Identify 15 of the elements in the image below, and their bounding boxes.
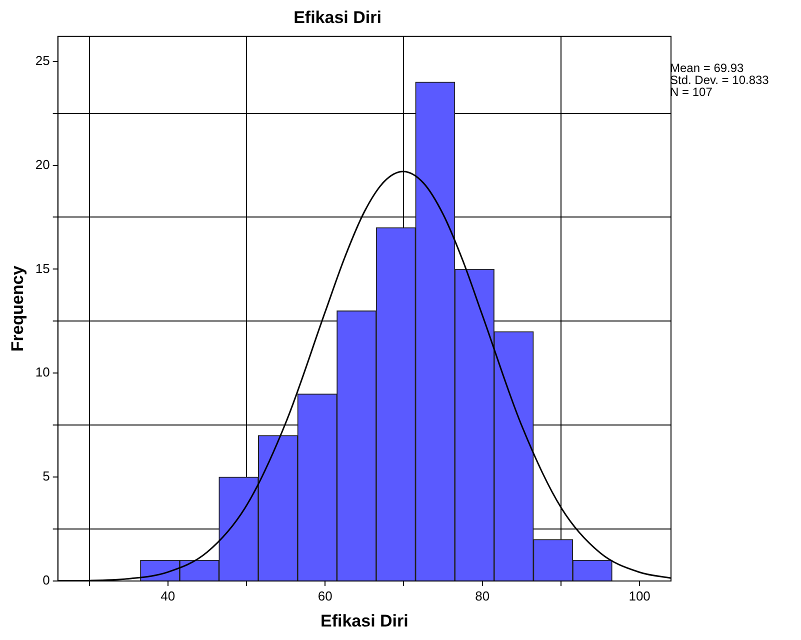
x-axis-title: Efikasi Diri	[320, 611, 408, 630]
y-tick-label: 5	[42, 468, 50, 484]
y-tick-label: 25	[35, 52, 50, 68]
x-tick-label: 100	[628, 588, 650, 604]
y-tick-label: 20	[35, 156, 50, 172]
y-axis-title: Frequency	[8, 265, 27, 352]
x-tick-label: 80	[475, 588, 490, 604]
x-tick-label: 60	[318, 588, 332, 604]
y-tick-label: 15	[35, 260, 50, 276]
annotation: Mean = 69.93	[670, 61, 745, 75]
y-tick-label: 10	[35, 364, 50, 380]
chart-title: Efikasi Diri	[294, 8, 382, 27]
x-tick-label: 40	[160, 588, 176, 604]
annotation: Std. Dev. = 10.833	[670, 73, 769, 87]
y-tick-label: 0	[42, 572, 50, 588]
